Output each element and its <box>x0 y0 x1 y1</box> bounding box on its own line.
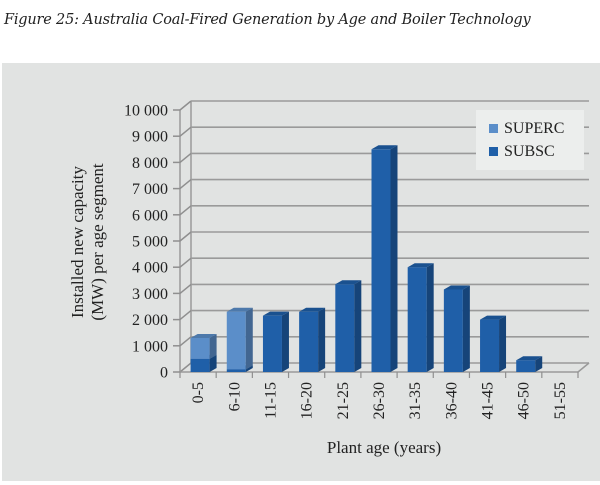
x-tick-label: 51-55 <box>552 382 569 419</box>
gridline-diagonal <box>179 126 192 137</box>
legend-label-subsc: SUBSC <box>504 143 555 160</box>
bar-side <box>390 145 398 372</box>
x-tick-label: 26-30 <box>371 382 388 419</box>
bar-top <box>226 307 253 312</box>
bar-side <box>354 280 362 372</box>
y-tick-label: 7 000 <box>132 181 168 198</box>
bar-subsc-36-40 <box>443 285 470 372</box>
bar-side <box>209 354 217 372</box>
bar-side <box>281 311 289 372</box>
bar-front <box>516 360 536 372</box>
bar-front <box>407 267 427 372</box>
bar-side <box>245 365 253 372</box>
x-tick-label: 21-25 <box>335 382 352 419</box>
y-axis-ticks: 0 1 000 2 000 3 000 4 000 5 000 6 000 7 000 8 00… <box>124 103 180 382</box>
bar-front <box>299 311 319 372</box>
y-tick-label: 3 000 <box>132 286 168 303</box>
bar-front <box>226 369 246 372</box>
bar-superc-0-5 <box>190 333 217 359</box>
bar-top <box>516 356 543 361</box>
bar-subsc-26-30 <box>371 145 398 372</box>
x-tick-label: 46-50 <box>516 382 533 419</box>
gridline-diagonal <box>179 231 192 242</box>
bar-top <box>262 311 289 316</box>
gridline-diagonal <box>179 179 192 190</box>
bar-front <box>480 319 500 372</box>
gridline-diagonal <box>179 205 192 216</box>
x-tick-label: 0-5 <box>190 382 207 403</box>
y-tick-label: 5 000 <box>132 234 168 251</box>
bar-front <box>226 311 246 370</box>
bar-side <box>245 307 253 370</box>
bar-subsc-41-45 <box>480 315 507 372</box>
y-tick-label: 8 000 <box>132 155 168 172</box>
bar-subsc-21-25 <box>335 280 362 372</box>
bar-side <box>499 315 507 372</box>
gridline-diagonal <box>179 283 192 294</box>
legend-box <box>476 110 584 170</box>
gridline-diagonal <box>179 257 192 268</box>
bar-top <box>190 333 217 338</box>
y-axis-title: Installed new capacity (MW) per age segm… <box>68 163 107 320</box>
bar-top <box>299 307 326 312</box>
x-tick-label: 11-15 <box>262 382 279 419</box>
gridline-diagonal <box>179 152 192 163</box>
bar-front <box>190 358 210 372</box>
y-axis-title-line-1: Installed new capacity <box>68 166 87 318</box>
bar-front <box>335 284 355 372</box>
gridline-diagonal <box>179 362 192 373</box>
x-tick-label: 16-20 <box>299 382 316 419</box>
legend-label-superc: SUPERC <box>504 120 564 137</box>
legend: SUPERC SUBSC <box>476 110 584 170</box>
bar-subsc-11-15 <box>262 311 289 372</box>
bar-top <box>335 280 362 285</box>
bar-subsc-31-35 <box>407 263 434 372</box>
x-tick-label: 6-10 <box>226 382 243 411</box>
legend-swatch-superc <box>489 124 498 133</box>
y-tick-label: 2 000 <box>132 312 168 329</box>
legend-swatch-subsc <box>489 147 498 156</box>
bar-subsc-16-20 <box>299 307 326 372</box>
bar-top <box>407 263 434 268</box>
bar-side <box>462 285 470 372</box>
bar-side <box>535 356 543 372</box>
bars <box>190 145 543 372</box>
gridline-diagonal <box>179 336 192 347</box>
y-axis-title-line-2: (MW) per age segment <box>88 163 107 320</box>
y-tick-label: 1 000 <box>132 338 168 355</box>
gridline-diagonal <box>179 310 192 321</box>
bar-top <box>480 315 507 320</box>
y-tick-label: 0 <box>160 365 168 382</box>
bar-top <box>371 145 398 150</box>
y-tick-label: 9 000 <box>132 129 168 146</box>
x-axis-ticks: 0-5 6-10 11-15 16-20 21-25 26-30 31-35 36-40 41-… <box>179 372 579 419</box>
x-tick-label: 36-40 <box>443 382 460 419</box>
bar-subsc-46-50 <box>516 356 543 372</box>
floor-edge <box>577 362 590 373</box>
bar-front <box>190 337 210 359</box>
bar-side <box>318 307 326 372</box>
gridline-diagonal <box>179 100 192 111</box>
bar-top <box>443 285 470 290</box>
x-tick-label: 41-45 <box>480 382 497 419</box>
bar-side <box>426 263 434 372</box>
y-tick-label: 4 000 <box>132 260 168 277</box>
bar-front <box>371 149 391 372</box>
bar-superc-6-10 <box>226 307 253 370</box>
bar-front <box>443 289 463 372</box>
y-tick-label: 6 000 <box>132 207 168 224</box>
bar-front <box>262 315 282 372</box>
y-tick-label: 10 000 <box>124 103 168 120</box>
figure-caption: Figure 25: Australia Coal-Fired Generati… <box>4 12 531 28</box>
bar-side <box>209 333 217 359</box>
x-axis-title: Plant age (years) <box>327 438 441 457</box>
x-tick-label: 31-35 <box>407 382 424 419</box>
